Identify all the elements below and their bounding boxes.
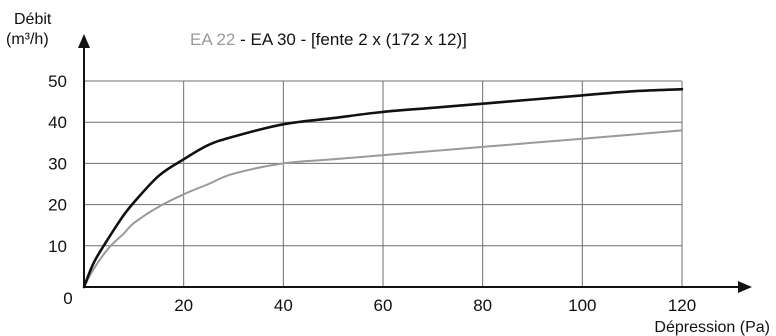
origin-label: 0	[63, 289, 72, 308]
y-tick-label-50: 50	[48, 72, 67, 91]
series-line-ea-22	[83, 129, 683, 288]
grid	[84, 80, 683, 287]
x-tick-label-60: 60	[374, 296, 393, 315]
x-axis-arrow-icon	[738, 281, 752, 293]
x-tick-label-40: 40	[274, 296, 293, 315]
x-tick-label-20: 20	[174, 296, 193, 315]
series-lines	[82, 87, 684, 289]
series-line-ea-30	[82, 87, 684, 289]
x-tick-label-120: 120	[668, 296, 696, 315]
y-tick-label-10: 10	[48, 237, 67, 256]
title-part-2: EA 30 - [fente 2 x (172 x 12)]	[250, 30, 466, 49]
chart-title: EA 22 - EA 30 - [fente 2 x (172 x 12)]	[190, 30, 467, 49]
tick-labels: 20 40 60 80 100 120 10 20 30 40 50	[48, 72, 696, 315]
y-axis-label-line2: (m³/h)	[6, 31, 49, 48]
y-axis-label-line1: Débit	[14, 11, 52, 28]
y-axis-arrow-icon	[78, 34, 90, 48]
x-tick-label-100: 100	[568, 296, 596, 315]
x-axis-label: Dépression (Pa)	[654, 319, 770, 336]
axes	[78, 34, 752, 293]
y-tick-label-40: 40	[48, 113, 67, 132]
title-part-0: EA 22	[190, 30, 235, 49]
y-tick-label-30: 30	[48, 154, 67, 173]
x-tick-label-80: 80	[473, 296, 492, 315]
title-part-1: -	[235, 30, 250, 49]
y-tick-label-20: 20	[48, 196, 67, 215]
